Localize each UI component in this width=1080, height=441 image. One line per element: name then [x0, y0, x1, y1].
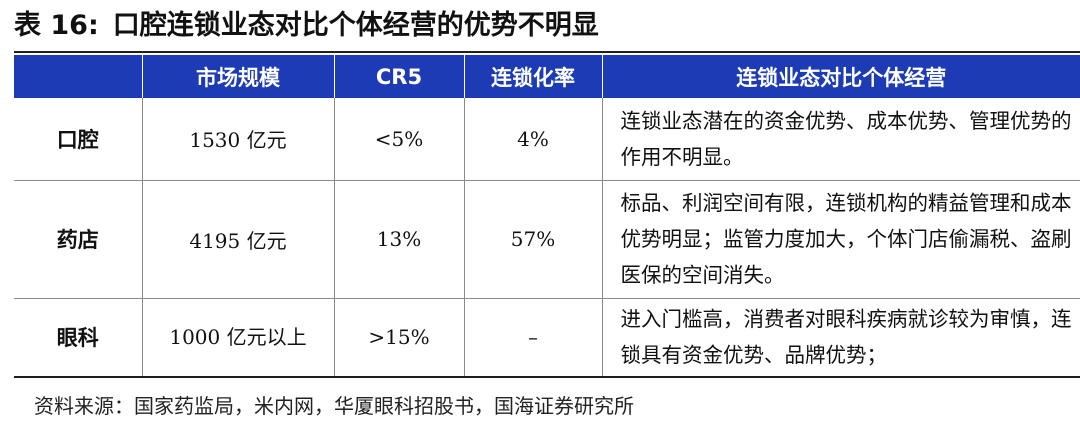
title-rule [14, 51, 1080, 53]
market-size-cell: 4195 亿元 [141, 180, 334, 299]
header-cell-blank [14, 55, 142, 98]
cr5-cell: 13% [333, 180, 464, 299]
table-title-text: 口腔连锁业态对比个体经营的优势不明显 [112, 10, 599, 41]
row-label: 药店 [14, 180, 142, 299]
table-row: 药店 4195 亿元 13% 57% 标品、利润空间有限，连锁机构的精益管理和成… [14, 180, 1080, 299]
row-label: 口腔 [14, 98, 142, 181]
table-row: 眼科 1000 亿元以上 >15% – 进入门槛高，消费者对眼科疾病就诊较为审慎… [14, 298, 1080, 378]
header-cr5: CR5 [333, 55, 464, 98]
chain-rate-cell: – [463, 298, 602, 378]
advantage-cell: 连锁业态潜在的资金优势、成本优势、管理优势的作用不明显。 [601, 98, 1080, 181]
header-advantage: 连锁业态对比个体经营 [601, 55, 1080, 98]
cr5-cell: >15% [333, 298, 464, 378]
header-market-size: 市场规模 [141, 55, 334, 98]
source-note: 资料来源：国家药监局，米内网，华厦眼科招股书，国海证券研究所 [34, 394, 634, 418]
advantage-cell: 标品、利润空间有限，连锁机构的精益管理和成本优势明显；监管力度加大，个体门店偷漏… [601, 180, 1080, 299]
table-number: 表 16: [14, 10, 99, 41]
header-chain-rate: 连锁化率 [463, 55, 602, 98]
cr5-cell: <5% [333, 98, 464, 181]
table-row: 口腔 1530 亿元 <5% 4% 连锁业态潜在的资金优势、成本优势、管理优势的… [14, 98, 1080, 181]
row-label: 眼科 [14, 298, 142, 378]
market-size-cell: 1530 亿元 [141, 98, 334, 181]
table-title: 表 16: 口腔连锁业态对比个体经营的优势不明显 [14, 6, 599, 46]
advantage-cell: 进入门槛高，消费者对眼科疾病就诊较为审慎，连锁具有资金优势、品牌优势； [601, 298, 1080, 378]
header-row: 市场规模 CR5 连锁化率 连锁业态对比个体经营 [14, 55, 1080, 98]
comparison-table: 市场规模 CR5 连锁化率 连锁业态对比个体经营 口腔 1530 亿元 <5% … [14, 55, 1080, 378]
market-size-cell: 1000 亿元以上 [141, 298, 334, 378]
chain-rate-cell: 57% [463, 180, 602, 299]
chain-rate-cell: 4% [463, 98, 602, 181]
